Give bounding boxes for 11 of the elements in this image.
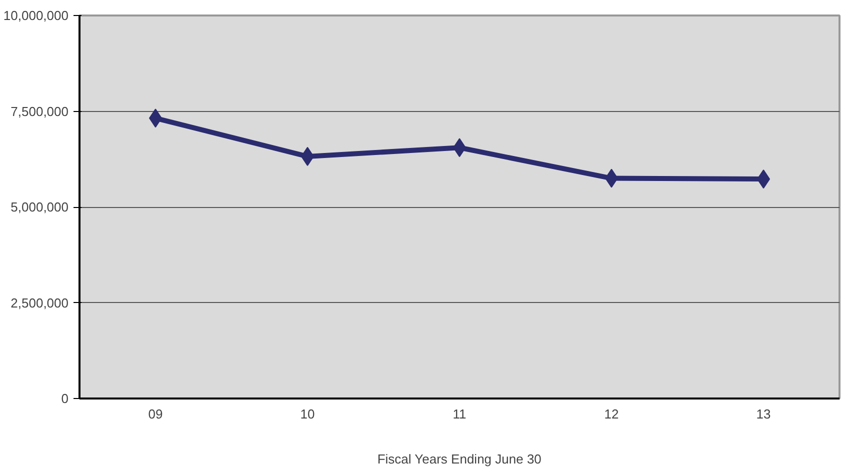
x-tick-label: 12 (604, 406, 619, 422)
x-axis-title: Fiscal Years Ending June 30 (377, 452, 542, 466)
x-tick-label: 11 (452, 406, 466, 422)
y-tick-label: 10,000,000 (3, 8, 69, 23)
y-tick-label: 2,500,000 (10, 295, 69, 310)
x-tick-label: 13 (756, 406, 771, 422)
y-tick-label: 7,500,000 (10, 104, 69, 119)
y-tick-label: 0 (61, 391, 69, 406)
y-tick-label: 5,000,000 (10, 200, 69, 214)
x-tick-label: 10 (300, 406, 315, 422)
x-tick-label: 09 (148, 406, 163, 422)
